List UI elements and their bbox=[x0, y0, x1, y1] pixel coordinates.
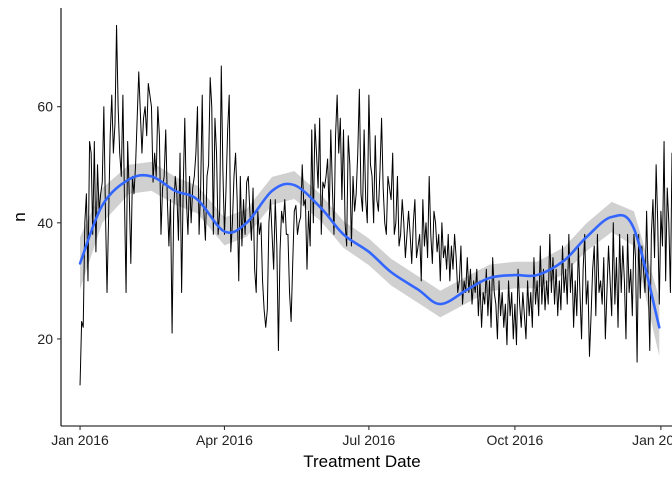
confidence-band bbox=[80, 161, 660, 357]
x-tick-label: Jul 2016 bbox=[342, 432, 395, 448]
smooth-series-line bbox=[78, 173, 661, 329]
raw-series-line bbox=[79, 24, 672, 386]
x-tick-label: Oct 2016 bbox=[486, 432, 543, 448]
smooth-series-layer bbox=[78, 173, 661, 329]
confidence-band-layer bbox=[80, 161, 660, 357]
x-tick-label: Jan 2016 bbox=[51, 432, 109, 448]
y-tick-label: 40 bbox=[37, 215, 53, 231]
x-tick-label: Apr 2016 bbox=[196, 432, 253, 448]
x-axis-title: Treatment Date bbox=[303, 452, 420, 471]
x-axis-ticks: Jan 2016 Apr 2016 Jul 2016 Oct 2016 Jan 2017 bbox=[51, 426, 672, 448]
plot-area bbox=[78, 24, 672, 386]
y-tick-label: 60 bbox=[37, 99, 53, 115]
x-tick-label: Jan 2017 bbox=[632, 432, 672, 448]
y-axis-ticks: 20 40 60 bbox=[37, 99, 61, 347]
y-tick-label: 20 bbox=[37, 331, 53, 347]
y-axis-title: n bbox=[10, 212, 29, 221]
raw-series-layer bbox=[79, 24, 672, 386]
